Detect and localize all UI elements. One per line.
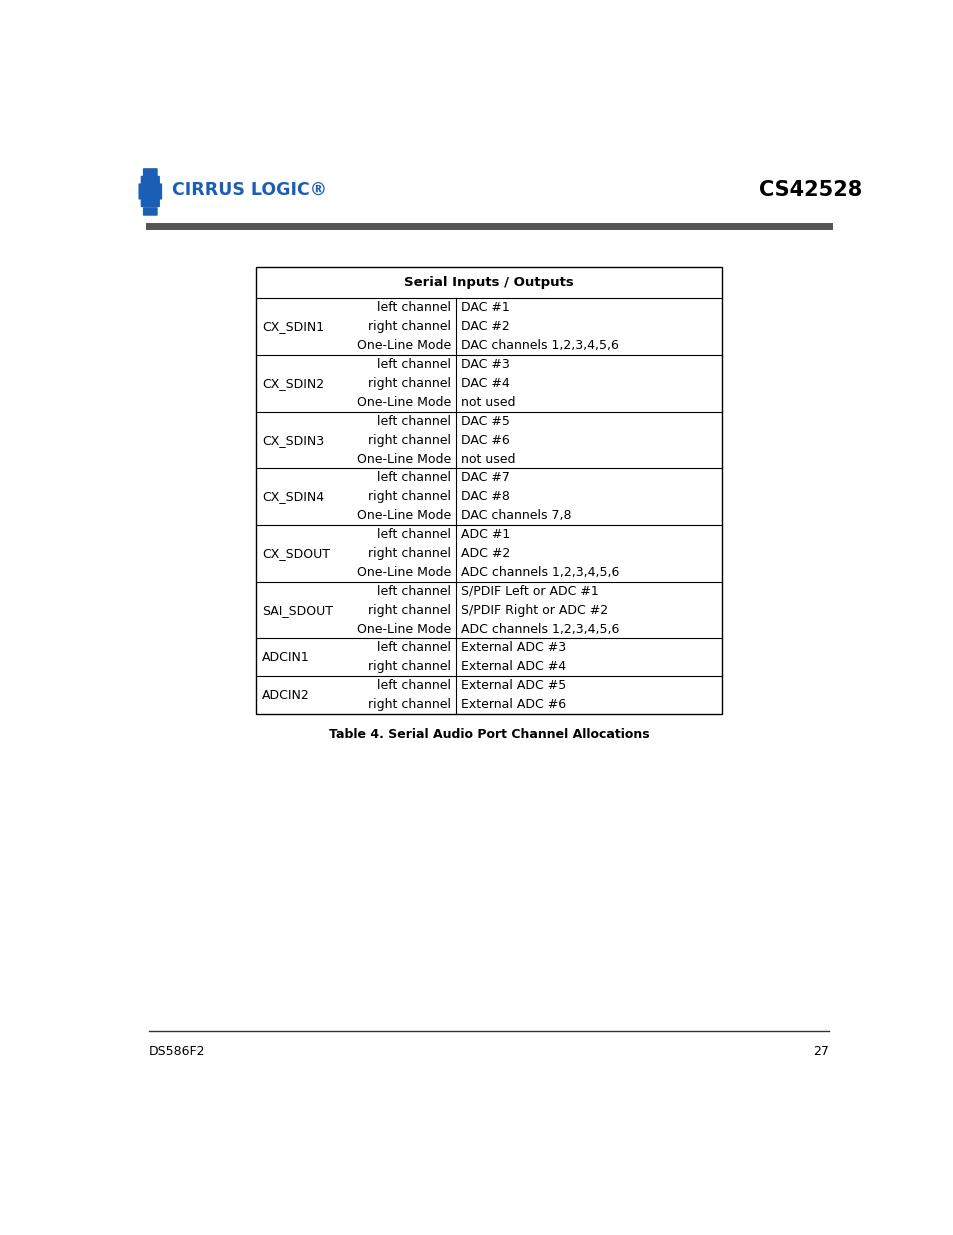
Text: External ADC #3: External ADC #3 [460, 641, 565, 655]
Text: left channel: left channel [376, 529, 451, 541]
Text: External ADC #5: External ADC #5 [460, 679, 565, 692]
Text: not used: not used [460, 452, 515, 466]
Text: CX_SDIN1: CX_SDIN1 [262, 320, 324, 333]
Text: DAC #3: DAC #3 [460, 358, 509, 370]
Text: ADCIN1: ADCIN1 [262, 651, 310, 664]
FancyBboxPatch shape [143, 207, 157, 216]
Text: left channel: left channel [376, 301, 451, 315]
Text: CX_SDIN2: CX_SDIN2 [262, 377, 324, 390]
Text: CIRRUS LOGIC®: CIRRUS LOGIC® [172, 182, 327, 199]
Text: One-Line Mode: One-Line Mode [356, 509, 451, 522]
Text: S/PDIF Right or ADC #2: S/PDIF Right or ADC #2 [460, 604, 607, 616]
Text: DS586F2: DS586F2 [149, 1045, 205, 1058]
Text: One-Line Mode: One-Line Mode [356, 340, 451, 352]
Text: One-Line Mode: One-Line Mode [356, 452, 451, 466]
Text: ADC channels 1,2,3,4,5,6: ADC channels 1,2,3,4,5,6 [460, 566, 618, 579]
Text: right channel: right channel [368, 698, 451, 711]
Text: DAC #6: DAC #6 [460, 433, 509, 447]
Text: DAC channels 7,8: DAC channels 7,8 [460, 509, 571, 522]
Text: DAC #2: DAC #2 [460, 320, 509, 333]
Text: Table 4. Serial Audio Port Channel Allocations: Table 4. Serial Audio Port Channel Alloc… [328, 729, 649, 741]
Text: left channel: left channel [376, 584, 451, 598]
Text: right channel: right channel [368, 661, 451, 673]
Text: left channel: left channel [376, 641, 451, 655]
Text: ADC #1: ADC #1 [460, 529, 510, 541]
Bar [255, 267, 721, 714]
Text: not used: not used [460, 396, 515, 409]
Text: S/PDIF Left or ADC #1: S/PDIF Left or ADC #1 [460, 584, 598, 598]
Text: CX_SDIN3: CX_SDIN3 [262, 433, 324, 447]
Text: ADC channels 1,2,3,4,5,6: ADC channels 1,2,3,4,5,6 [460, 622, 618, 636]
Text: right channel: right channel [368, 547, 451, 559]
Text: One-Line Mode: One-Line Mode [356, 566, 451, 579]
Text: left channel: left channel [376, 358, 451, 370]
Text: One-Line Mode: One-Line Mode [356, 396, 451, 409]
Text: External ADC #6: External ADC #6 [460, 698, 565, 711]
Text: External ADC #4: External ADC #4 [460, 661, 565, 673]
Text: right channel: right channel [368, 604, 451, 616]
Text: DAC #8: DAC #8 [460, 490, 509, 504]
Text: Serial Inputs / Outputs: Serial Inputs / Outputs [404, 277, 573, 289]
Text: DAC channels 1,2,3,4,5,6: DAC channels 1,2,3,4,5,6 [460, 340, 618, 352]
FancyBboxPatch shape [140, 175, 160, 184]
Text: CS42528: CS42528 [759, 180, 862, 200]
Text: left channel: left channel [376, 679, 451, 692]
Text: left channel: left channel [376, 472, 451, 484]
Text: CX_SDIN4: CX_SDIN4 [262, 490, 324, 504]
Text: One-Line Mode: One-Line Mode [356, 622, 451, 636]
Text: right channel: right channel [368, 320, 451, 333]
Text: 27: 27 [812, 1045, 828, 1058]
Text: right channel: right channel [368, 433, 451, 447]
FancyBboxPatch shape [138, 191, 162, 200]
Text: left channel: left channel [376, 415, 451, 427]
Text: right channel: right channel [368, 490, 451, 504]
FancyBboxPatch shape [140, 199, 160, 207]
Text: CX_SDOUT: CX_SDOUT [262, 547, 330, 559]
Text: DAC #4: DAC #4 [460, 377, 509, 390]
FancyBboxPatch shape [138, 183, 162, 191]
Text: right channel: right channel [368, 377, 451, 390]
Text: DAC #7: DAC #7 [460, 472, 509, 484]
Text: SAI_SDOUT: SAI_SDOUT [262, 604, 333, 616]
Text: ADC #2: ADC #2 [460, 547, 510, 559]
Text: ADCIN2: ADCIN2 [262, 689, 310, 701]
Text: DAC #1: DAC #1 [460, 301, 509, 315]
FancyBboxPatch shape [143, 168, 157, 177]
Text: DAC #5: DAC #5 [460, 415, 509, 427]
